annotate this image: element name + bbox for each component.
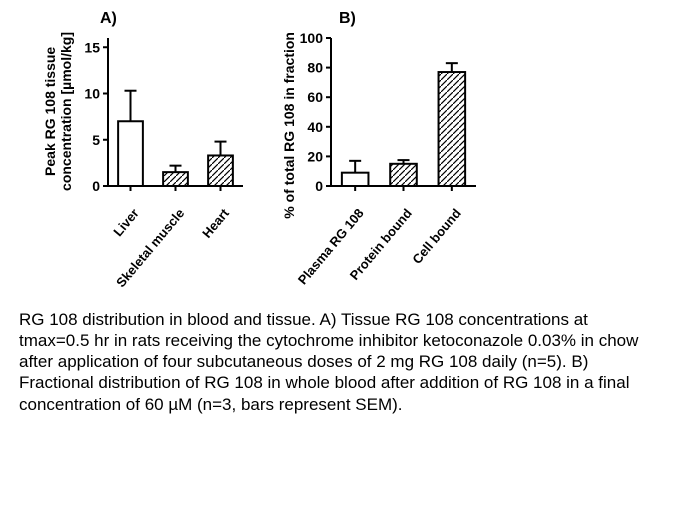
svg-text:15: 15 <box>84 39 100 55</box>
x-tick-label: Cell bound <box>409 206 464 267</box>
panel-a: A) Peak RG 108 tissue concentration [µmo… <box>40 10 249 219</box>
panel-b-chart-wrap: % of total RG 108 in fraction 0 20 40 60 80 1… <box>279 32 482 219</box>
svg-text:40: 40 <box>307 119 323 135</box>
panel-a-label: A) <box>100 10 117 28</box>
figure-row: A) Peak RG 108 tissue concentration [µmo… <box>15 10 665 219</box>
figure-caption: RG 108 distribution in blood and tissue.… <box>15 309 663 415</box>
svg-text:5: 5 <box>92 132 100 148</box>
svg-text:80: 80 <box>307 60 323 76</box>
panel-b-label: B) <box>339 10 356 28</box>
panel-b-plot: 020406080100Plasma RG 108Protein boundCe… <box>297 32 482 197</box>
svg-text:0: 0 <box>92 178 100 192</box>
panel-b-ylabel: % of total RG 108 in fraction <box>279 32 297 219</box>
svg-text:60: 60 <box>307 89 323 105</box>
x-tick-label: Heart <box>199 206 232 241</box>
svg-text:20: 20 <box>307 148 323 164</box>
svg-text:10: 10 <box>84 86 100 102</box>
svg-text:100: 100 <box>300 32 324 46</box>
panel-a-ylabel: Peak RG 108 tissue concentration [µmol/k… <box>40 32 74 191</box>
svg-text:0: 0 <box>315 178 323 192</box>
panel-b: B) % of total RG 108 in fraction 0 20 40 60… <box>279 10 482 219</box>
panel-a-plot: 051015LiverSkeletal muscleHeart <box>74 32 249 197</box>
x-tick-label: Liver <box>111 206 142 239</box>
panel-a-chart-wrap: Peak RG 108 tissue concentration [µmol/k… <box>40 32 249 197</box>
